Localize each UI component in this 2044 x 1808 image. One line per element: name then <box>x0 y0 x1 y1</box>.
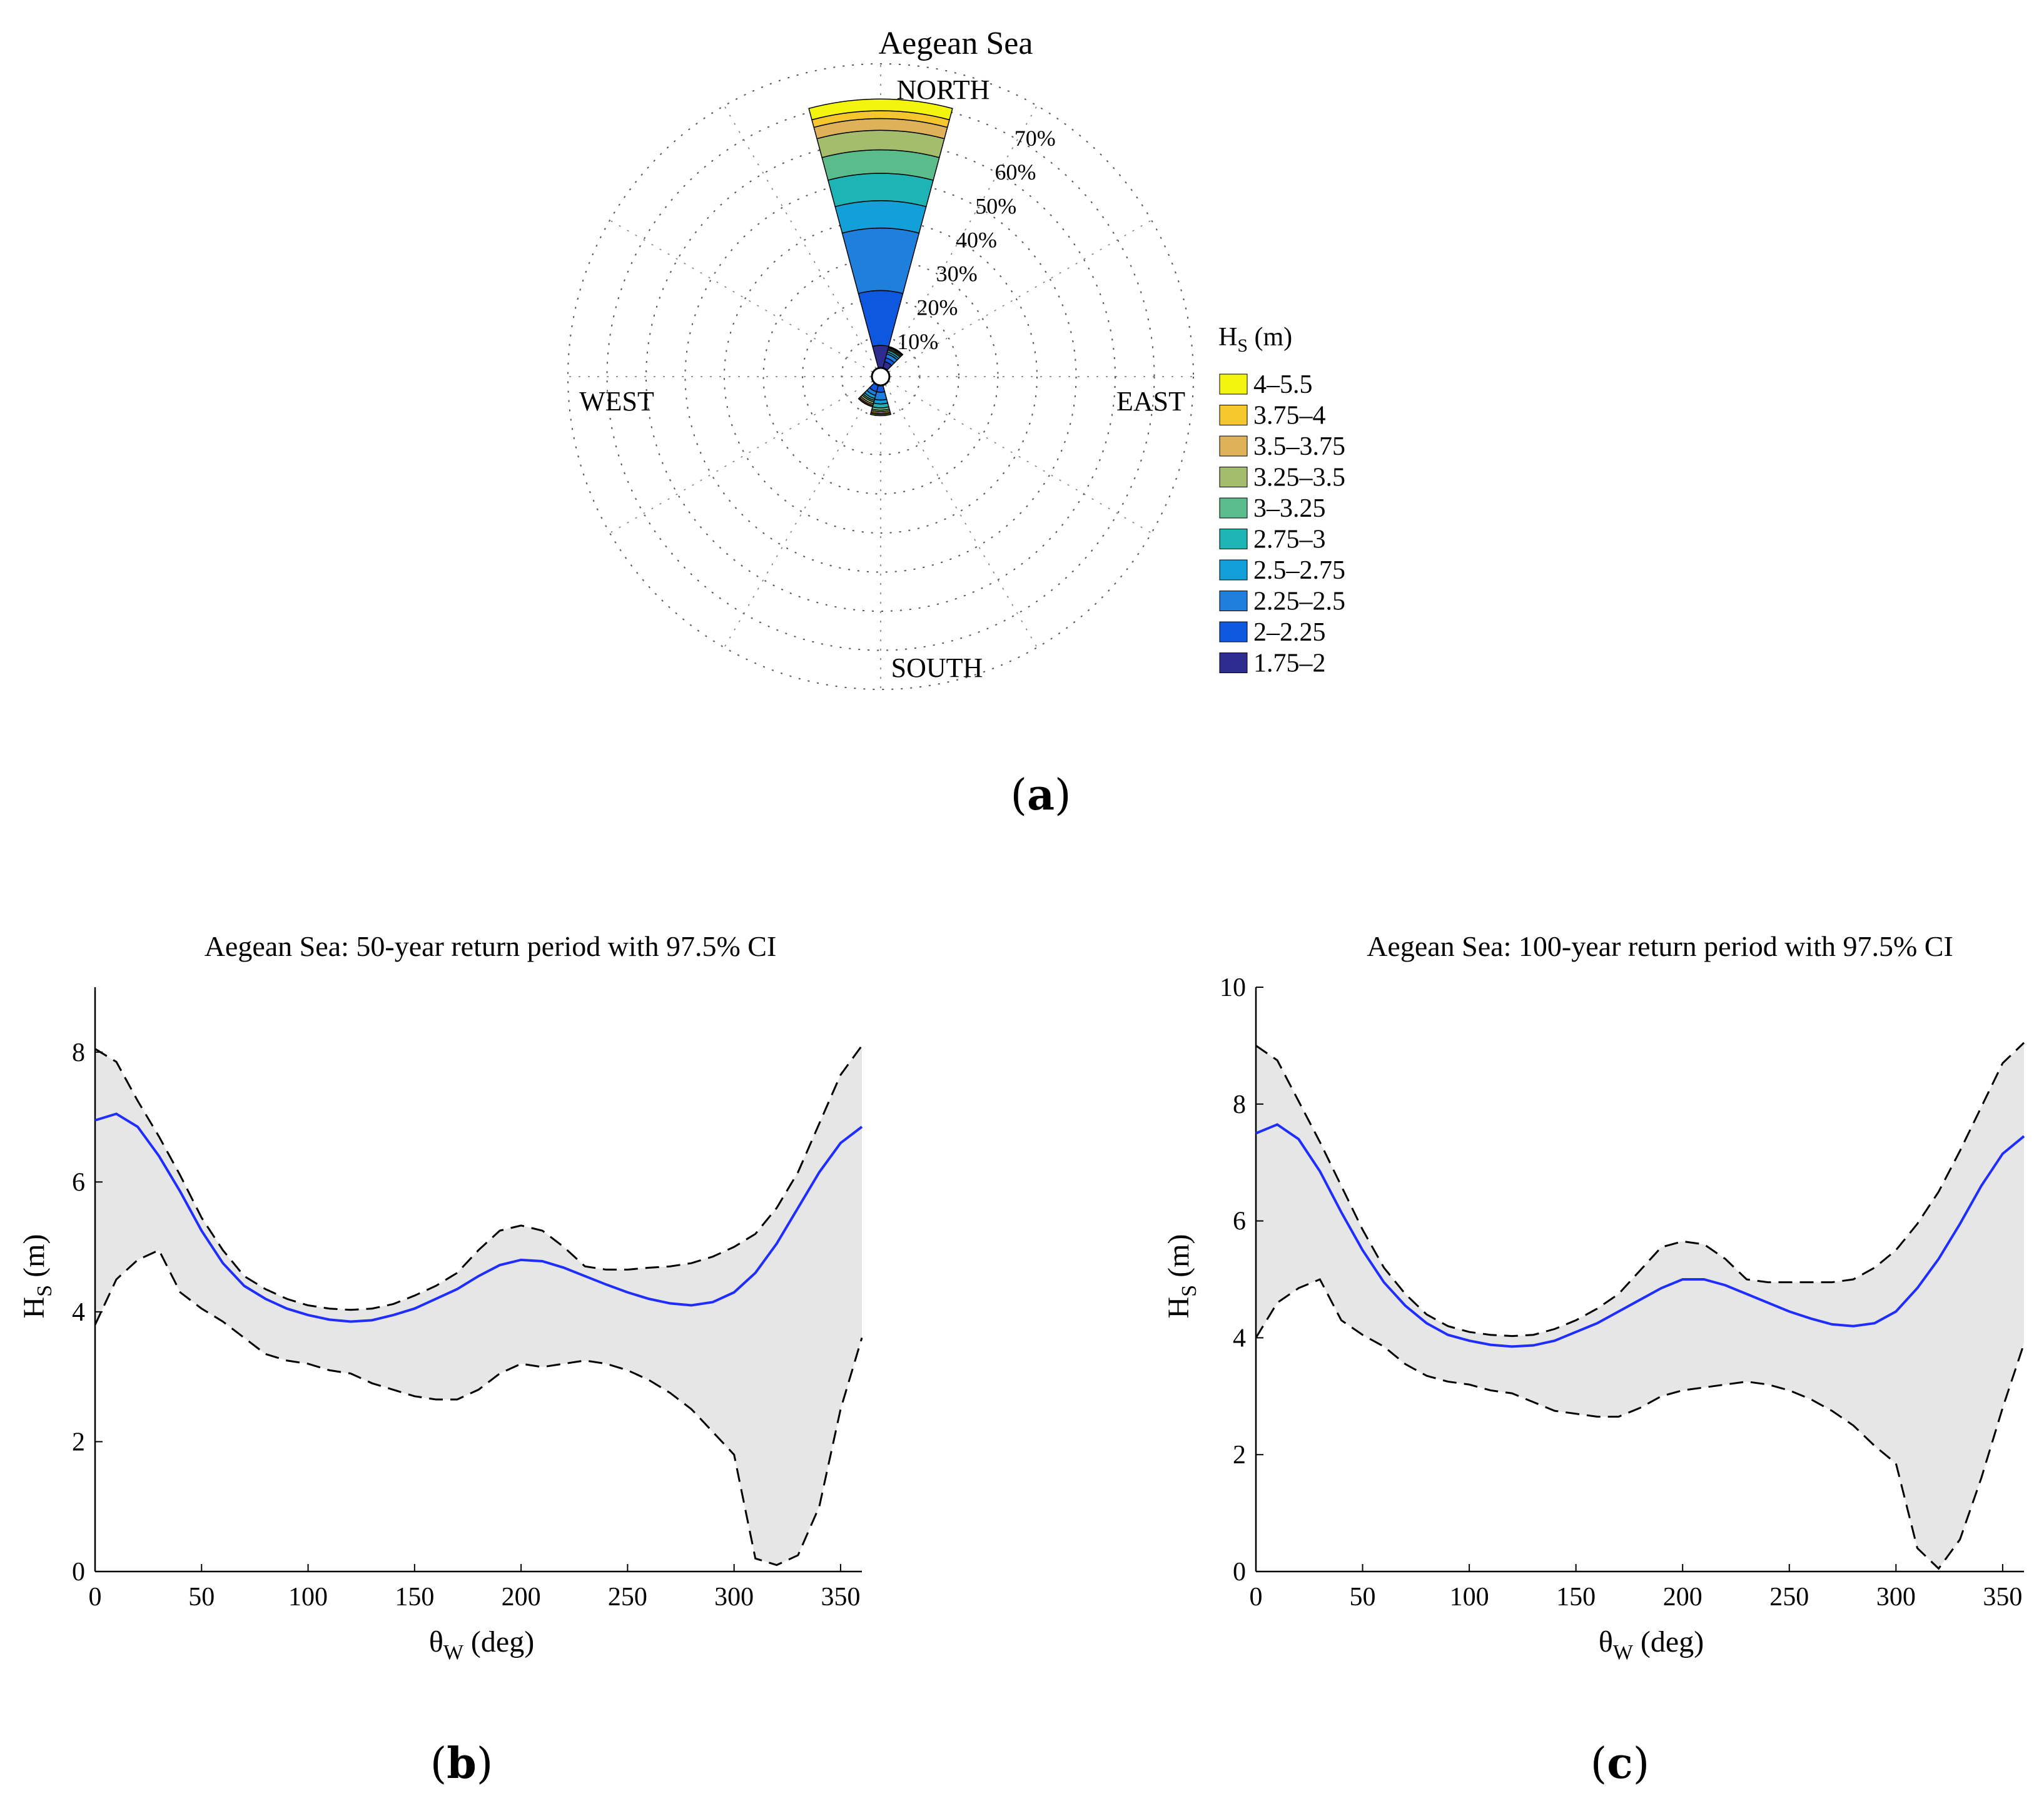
x-axis-label-b: θW (deg) <box>429 1625 534 1664</box>
x-tick-label: 200 <box>1663 1583 1702 1612</box>
y-tick-label: 6 <box>1233 1207 1246 1236</box>
radial-tick-label: 50% <box>975 193 1016 218</box>
upper-ci-line <box>94 1045 863 1311</box>
legend-label: 2.5–2.75 <box>1253 556 1345 585</box>
x-tick-label: 300 <box>1876 1583 1916 1612</box>
y-tick-label: 0 <box>1233 1558 1246 1587</box>
legend-label: 2–2.25 <box>1253 618 1326 647</box>
hs-curve <box>94 1112 863 1323</box>
legend-swatch <box>1219 467 1248 487</box>
confidence-band <box>1256 1042 2024 1569</box>
legend-label: 2.25–2.5 <box>1253 587 1345 616</box>
legend-swatch <box>1219 529 1248 549</box>
rose-legend: HS (m) 4–5.5 3.75–43.5–3.75 3.25–3.53–3.25… <box>1218 323 1345 678</box>
x-axis-label-c: θW (deg) <box>1599 1625 1704 1664</box>
compass-north-label: NORTH <box>897 74 990 105</box>
plot-title-b: Aegean Sea: 50-year return period with 9… <box>205 930 777 962</box>
x-tick-label: 50 <box>188 1583 215 1612</box>
y-tick-label: 6 <box>72 1168 85 1197</box>
panel-label-a: (a) <box>1010 770 1071 820</box>
rose-sector-segment <box>858 397 874 408</box>
radial-tick-label: 20% <box>917 295 958 320</box>
rose-ring <box>762 258 999 495</box>
x-tick-label: 350 <box>821 1583 860 1612</box>
radial-tick-label: 70% <box>1014 126 1056 151</box>
plot-title-c: Aegean Sea: 100-year return period with … <box>1367 930 1953 962</box>
legend-swatch <box>1219 435 1248 457</box>
legend-swatch <box>1219 497 1248 519</box>
x-tick-label: 100 <box>288 1583 328 1612</box>
compass-east-label: EAST <box>1116 386 1185 417</box>
legend-swatch <box>1219 653 1248 673</box>
x-tick-label: 50 <box>1350 1583 1376 1612</box>
confidence-band <box>95 1045 862 1565</box>
y-tick-label: 0 <box>72 1558 85 1587</box>
legend-label: 3.25–3.5 <box>1253 464 1345 492</box>
lower-ci-line <box>1255 1278 2025 1570</box>
y-axis-label-c: HS (m) <box>1162 1234 1201 1319</box>
legend-swatch <box>1219 405 1248 425</box>
radial-tick-label: 40% <box>956 227 997 252</box>
legend-label: 3–3.25 <box>1253 494 1326 523</box>
y-tick-label: 10 <box>1220 973 1246 1002</box>
wind-rose-panel: 10% 20% 30% 40% 50% 60% 70% Aegean Sea NORTH E… <box>567 26 1345 690</box>
x-tick-label: 200 <box>502 1583 541 1612</box>
radial-tick-label: 30% <box>936 262 978 287</box>
x-tick-label: 100 <box>1450 1583 1489 1612</box>
x-tick-label: 0 <box>1250 1583 1263 1612</box>
radial-tick-label: 10% <box>897 329 938 354</box>
legend-label: 3.5–3.75 <box>1253 432 1345 461</box>
x-tick-label: 0 <box>89 1583 102 1612</box>
x-tick-label: 350 <box>1983 1583 2022 1612</box>
y-tick-label: 4 <box>1233 1324 1246 1353</box>
compass-south-label: SOUTH <box>891 653 983 683</box>
lower-ci-line <box>94 1249 863 1567</box>
rose-sector-segment <box>834 200 927 234</box>
x-tick-label: 250 <box>608 1583 647 1612</box>
panel-label-b: (b) <box>430 1739 493 1789</box>
legend-swatch <box>1219 591 1248 611</box>
legend-label: 3.75–4 <box>1253 402 1326 430</box>
legend-label: 4–5.5 <box>1253 370 1313 399</box>
compass-west-label: WEST <box>579 386 654 417</box>
y-tick-label: 2 <box>72 1428 85 1456</box>
legend-label: 1.75–2 <box>1253 649 1326 678</box>
radial-tick-label: 60% <box>995 160 1036 185</box>
legend-swatch <box>1219 373 1248 395</box>
return-period-50-panel: Aegean Sea: 50-year return period with 9… <box>18 930 863 1664</box>
rose-title: Aegean Sea <box>879 26 1033 61</box>
x-tick-label: 250 <box>1769 1583 1809 1612</box>
upper-ci-line <box>1255 1042 2025 1338</box>
legend-swatch <box>1219 559 1248 581</box>
rose-sector-segment <box>808 98 953 121</box>
rose-ring <box>802 298 959 455</box>
rose-ring <box>724 220 1038 534</box>
rose-sector-segment <box>869 412 892 417</box>
legend-swatch <box>1219 621 1248 642</box>
legend-title: HS (m) <box>1218 323 1292 356</box>
y-tick-label: 2 <box>1233 1441 1246 1470</box>
y-axis-label-b: HS (m) <box>18 1234 56 1319</box>
return-period-100-panel: Aegean Sea: 100-year return period with … <box>1162 930 2025 1664</box>
panel-label-c: (c) <box>1591 1739 1649 1789</box>
x-tick-label: 300 <box>714 1583 754 1612</box>
legend-label: 2.75–3 <box>1253 526 1326 554</box>
rose-sector-segment <box>888 345 904 356</box>
y-tick-label: 4 <box>72 1298 85 1327</box>
rose-ring <box>567 63 1194 690</box>
hs-curve <box>1255 1123 2025 1348</box>
x-tick-label: 150 <box>1556 1583 1596 1612</box>
x-tick-label: 150 <box>395 1583 434 1612</box>
y-tick-label: 8 <box>1233 1090 1246 1119</box>
y-tick-label: 8 <box>72 1039 85 1067</box>
